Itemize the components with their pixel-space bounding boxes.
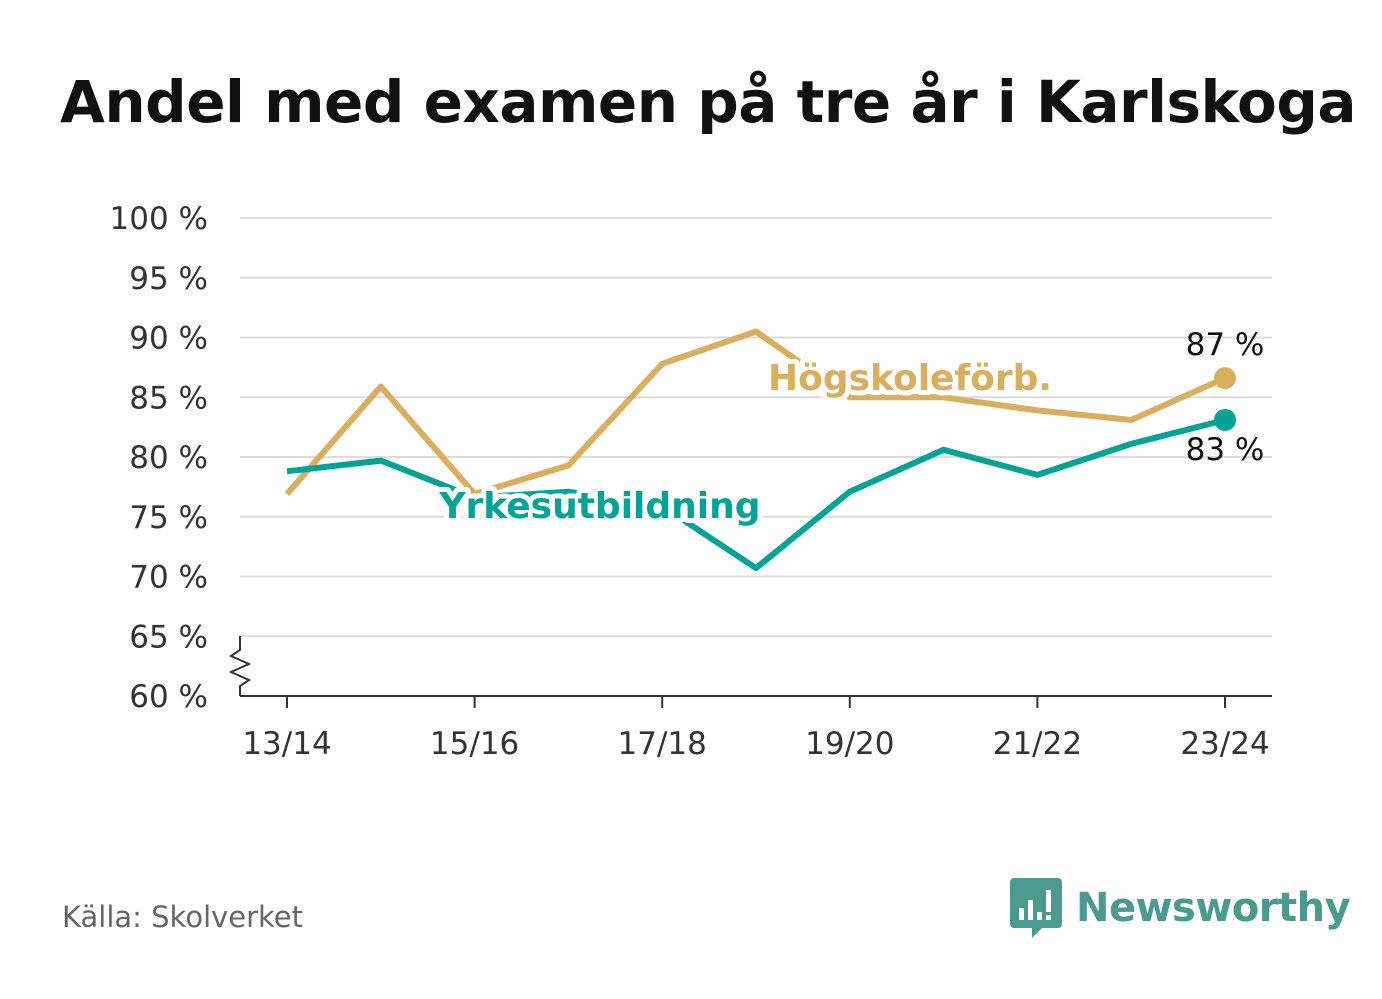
x-tick-label: 19/20 <box>805 726 894 762</box>
x-tick-label: 23/24 <box>1180 726 1269 762</box>
y-tick-label: 80 % <box>129 440 208 476</box>
grid-lines <box>240 217 1272 638</box>
y-tick-label: 100 % <box>110 201 208 237</box>
bar-chart-speech-bubble-icon <box>1010 878 1062 938</box>
series-lines <box>284 328 1236 572</box>
y-tick-label: 85 % <box>129 380 208 416</box>
x-tick-label: 17/18 <box>618 726 707 762</box>
brand-logo: Newsworthy <box>1010 878 1351 938</box>
x-tick-label: 15/16 <box>430 726 519 762</box>
axes <box>228 636 1272 708</box>
y-tick-label: 60 % <box>129 679 208 715</box>
series-end-point <box>1214 408 1236 431</box>
y-axis-tick-labels: 60 % 65 % 70 % 75 % 80 % 85 % 90 % 95 % 100 % <box>110 201 208 715</box>
y-tick-label: 70 % <box>129 560 208 596</box>
series-line-yrkesutbildning <box>286 417 1226 572</box>
y-tick-label: 90 % <box>129 321 208 357</box>
series-end-point <box>1214 367 1236 390</box>
end-value-label: 87 % <box>1186 327 1265 363</box>
series-label-halo: Högskoleförb. <box>768 358 1052 399</box>
end-value-label: 83 % <box>1186 432 1265 468</box>
x-tick-label: 13/14 <box>242 726 331 762</box>
source-note: Källa: Skolverket <box>62 900 304 934</box>
series-label-halo: Yrkesutbildning <box>438 486 760 527</box>
x-tick-label: 21/22 <box>993 726 1082 762</box>
y-tick-label: 65 % <box>129 619 208 655</box>
chart-title: Andel med examen på tre år i Karlskoga <box>60 68 1357 136</box>
series-labels: Högskoleförb.Högskoleförb.Yrkesutbildnin… <box>433 327 1265 532</box>
y-axis-break-icon <box>228 636 252 696</box>
y-tick-label: 95 % <box>129 261 208 297</box>
brand-name: Newsworthy <box>1076 885 1351 931</box>
series-label: Yrkesutbildning <box>438 486 760 527</box>
x-axis-tick-labels: 13/14 15/16 17/18 19/20 21/22 23/24 <box>242 726 1269 762</box>
series-label: Högskoleförb. <box>768 358 1052 399</box>
series-line-hogskoleforb <box>284 328 1227 497</box>
y-tick-label: 75 % <box>129 500 208 536</box>
